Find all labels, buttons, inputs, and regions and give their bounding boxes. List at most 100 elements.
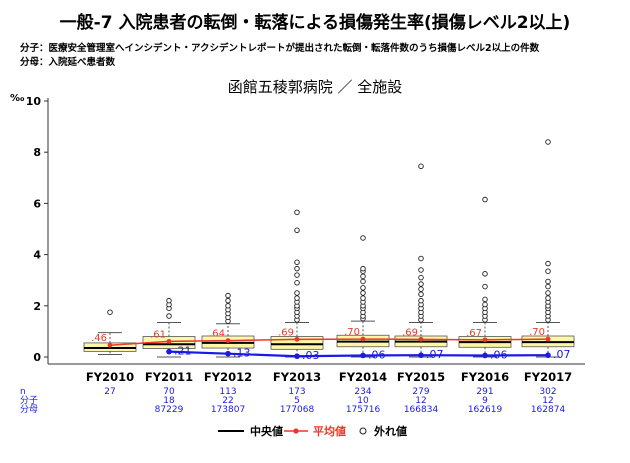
table-denominator-value: 173807 (211, 405, 245, 415)
outlier-point (418, 274, 424, 281)
outlier-point (225, 292, 231, 299)
x-tick-label: FY2010 (86, 370, 134, 384)
hospital-point (225, 350, 231, 357)
table-n-value: 70 (163, 387, 175, 397)
outlier-point (360, 235, 366, 241)
table-numerator-value: 22 (222, 396, 233, 406)
mean-value-label: .67 (466, 328, 482, 339)
mean-value-label: .69 (402, 327, 418, 338)
page-title: 一般-7 入院患者の転倒・転落による損傷発生率(損傷レベル2以上) (59, 13, 571, 33)
table-denominator-value: 175716 (346, 405, 381, 415)
outlier-point (418, 281, 424, 287)
outlier-point (545, 268, 551, 274)
outlier-point (225, 303, 231, 309)
table-numerator-value: 18 (163, 396, 175, 406)
outlier-point (418, 163, 424, 170)
outlier-point (360, 285, 366, 291)
outlier-point (482, 301, 488, 308)
table-label-numerator: 分子 (20, 395, 38, 406)
outlier-point (418, 255, 424, 262)
mean-point (482, 337, 488, 343)
outlier-point (294, 259, 300, 266)
outlier-point (545, 260, 551, 267)
mean-point (225, 338, 231, 344)
table-numerator-value: 12 (415, 396, 426, 406)
outlier-point (360, 278, 366, 285)
y-tick-label: 8 (33, 146, 41, 159)
y-tick-label: 2 (33, 300, 41, 313)
x-tick-label: FY2016 (461, 370, 509, 384)
hospital-value-label: .06 (490, 348, 508, 361)
hospital-value-label: .06 (368, 348, 386, 361)
hospital-value-label: .13 (233, 347, 251, 360)
hospital-value-label: .21 (174, 345, 192, 358)
table-n-value: 279 (412, 387, 429, 397)
outlier-point (482, 271, 488, 277)
hospital-value-label: .07 (553, 348, 571, 361)
table-n-value: 27 (104, 387, 115, 397)
outlier-point (360, 273, 366, 280)
outlier-point (360, 265, 366, 272)
outlier-point (294, 209, 300, 216)
hospital-point (545, 352, 551, 359)
hospital-point (482, 352, 488, 359)
hospital-value-label: .07 (426, 348, 444, 361)
numerator-definition: 分子：医療安全管理室へインシデント・アクシデントレポートが提出された転倒・転落件… (20, 43, 540, 54)
mean-value-label: .70 (344, 327, 360, 338)
table-n-value: 291 (476, 387, 493, 397)
outlier-point (545, 139, 551, 145)
outlier-point (360, 290, 366, 296)
legend-mean-marker (293, 428, 299, 434)
hospital-point (166, 348, 172, 355)
outlier-point (225, 297, 231, 304)
table-denominator-value: 177068 (280, 405, 315, 415)
y-tick-label: 10 (26, 95, 42, 108)
outlier-point (294, 295, 300, 301)
table-n-value: 302 (539, 387, 556, 397)
table-label-n: n (20, 387, 26, 397)
outlier-point (294, 280, 300, 286)
x-tick-label: FY2017 (524, 370, 572, 384)
mean-point (166, 338, 172, 344)
hospital-value-label: .03 (302, 349, 320, 362)
mean-value-label: .69 (278, 327, 294, 338)
mean-point (418, 336, 424, 342)
outlier-point (482, 196, 488, 203)
table-numerator-value: 10 (357, 396, 369, 406)
outlier-point (545, 295, 551, 301)
table-numerator-value: 5 (294, 396, 300, 406)
outlier-point (294, 272, 300, 278)
outlier-point (294, 265, 300, 272)
x-tick-label: FY2012 (204, 370, 252, 384)
hospital-point (294, 353, 300, 360)
outlier-point (545, 283, 551, 290)
legend-outlier-marker (359, 427, 367, 435)
outlier-point (545, 278, 551, 285)
outlier-point (166, 313, 172, 319)
mean-point (360, 336, 366, 342)
outlier-point (294, 290, 300, 296)
hospital-point (360, 352, 366, 359)
mean-value-label: .61 (150, 329, 166, 340)
y-axis-label: ‰ (10, 93, 25, 104)
y-tick-label: 6 (33, 197, 41, 210)
mean-value-label: .70 (529, 327, 545, 338)
table-denominator-value: 162619 (468, 405, 503, 415)
outlier-point (418, 291, 424, 298)
outlier-point (107, 309, 113, 315)
mean-value-label: .46 (91, 333, 107, 344)
table-n-value: 234 (354, 387, 371, 397)
legend-mean-label: 平均値 (313, 424, 346, 438)
outlier-point (294, 227, 300, 234)
table-n-value: 173 (288, 387, 305, 397)
outlier-point (418, 297, 424, 304)
outlier-point (418, 286, 424, 292)
chart-title: 函館五稜郭病院 ／ 全施設 (228, 78, 403, 96)
table-numerator-value: 9 (482, 396, 488, 406)
x-tick-label: FY2014 (339, 370, 387, 384)
mean-point (107, 342, 113, 348)
table-label-denominator: 分母 (20, 404, 38, 415)
outlier-point (166, 297, 172, 304)
mean-value-label: .64 (209, 329, 225, 340)
